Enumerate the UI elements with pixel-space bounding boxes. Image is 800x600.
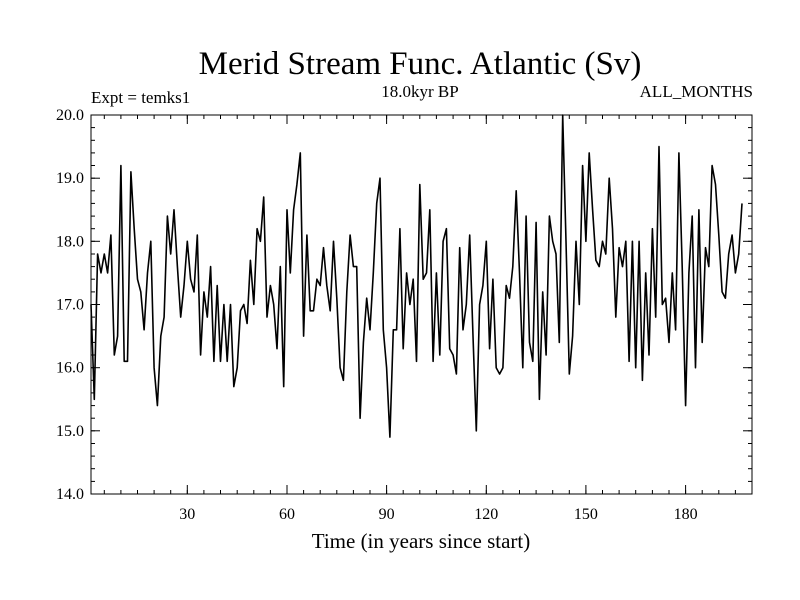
x-tick-label: 120 xyxy=(474,506,498,523)
x-tick-label: 60 xyxy=(279,506,295,523)
x-axis-label: Time (in years since start) xyxy=(312,529,531,553)
plot-frame xyxy=(90,114,753,495)
tick-labels: 30 60 90 120 150 180 14.0 15.0 16.0 17.0 18.0 19.0 2… xyxy=(56,107,698,523)
axis-ticks xyxy=(91,114,752,495)
y-tick-label: 15.0 xyxy=(56,423,84,440)
y-tick-label: 18.0 xyxy=(56,233,84,250)
y-tick-label: 17.0 xyxy=(56,297,84,314)
y-tick-label: 14.0 xyxy=(56,486,84,503)
period-label: ALL_MONTHS xyxy=(640,82,753,101)
series-layer xyxy=(90,114,743,438)
x-tick-label: 150 xyxy=(574,506,598,523)
series-line xyxy=(90,114,743,438)
y-tick-label: 20.0 xyxy=(56,107,84,124)
chart-subtitle: 18.0kyr BP xyxy=(381,82,458,101)
y-tick-label: 16.0 xyxy=(56,360,84,377)
chart-title: Merid Stream Func. Atlantic (Sv) xyxy=(199,46,642,82)
y-tick-label: 19.0 xyxy=(56,170,84,187)
x-tick-label: 30 xyxy=(179,506,195,523)
experiment-label: Expt = temks1 xyxy=(91,88,190,107)
x-tick-label: 90 xyxy=(379,506,395,523)
x-tick-label: 180 xyxy=(674,506,698,523)
